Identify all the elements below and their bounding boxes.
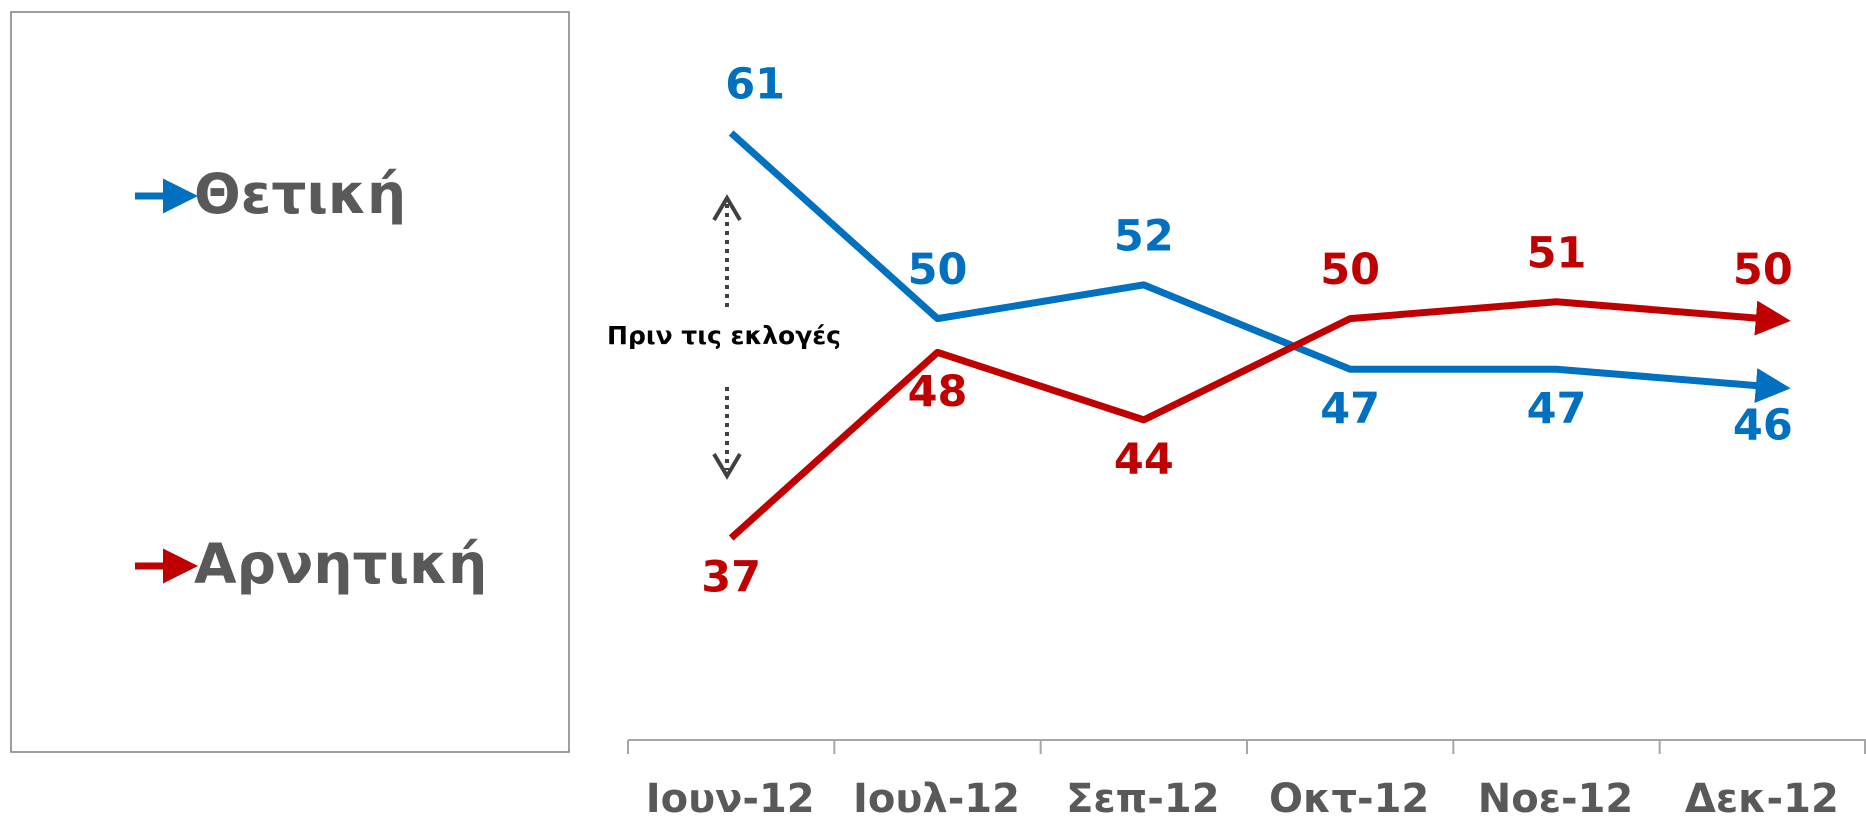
data-label: 47 xyxy=(1320,384,1380,434)
data-label: 48 xyxy=(908,367,968,417)
data-label: 44 xyxy=(1114,434,1174,484)
data-label: 47 xyxy=(1527,384,1587,434)
data-label: 52 xyxy=(1114,211,1174,261)
annotation: Πριν τις εκλογές xyxy=(607,321,841,350)
x-tick-label: Ιουν-12 xyxy=(646,776,815,821)
legend-box xyxy=(10,11,570,753)
data-label: 46 xyxy=(1733,401,1793,451)
legend-label: Θετική xyxy=(194,162,406,226)
data-label: 50 xyxy=(1320,245,1380,295)
series-line xyxy=(728,298,1791,541)
x-tick-label: Νοε-12 xyxy=(1478,776,1634,821)
data-label: 51 xyxy=(1527,228,1587,278)
data-label: 61 xyxy=(725,60,785,110)
x-tick-label: Οκτ-12 xyxy=(1269,776,1429,821)
data-label: 50 xyxy=(1733,245,1793,295)
x-tick-label: Δεκ-12 xyxy=(1685,776,1839,821)
series-line xyxy=(728,130,1791,403)
data-label: 37 xyxy=(701,553,761,603)
x-tick-label: Ιουλ-12 xyxy=(853,776,1020,821)
data-label: 50 xyxy=(908,245,968,295)
annotation-arrows xyxy=(712,194,742,480)
legend-label: Αρνητική xyxy=(194,532,487,596)
x-tick-label: Σεπ-12 xyxy=(1066,776,1220,821)
